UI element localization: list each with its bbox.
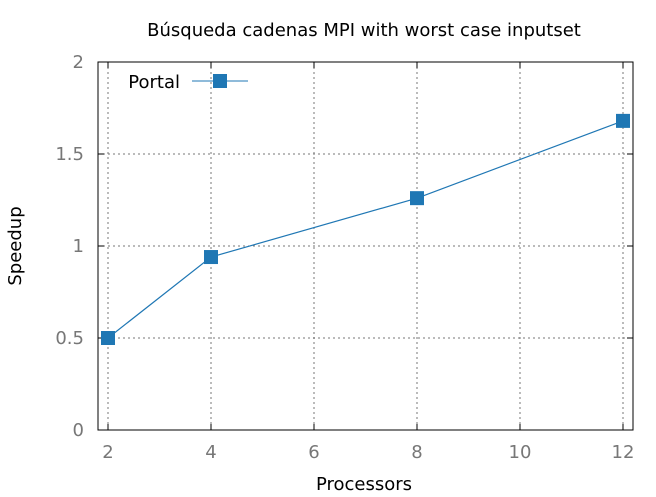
legend-label: Portal xyxy=(128,72,180,93)
x-axis-label: Processors xyxy=(316,474,412,495)
x-tick-label: 8 xyxy=(411,442,422,463)
y-tick-label: 0.5 xyxy=(55,328,84,349)
chart-title: Búsqueda cadenas MPI with worst case inp… xyxy=(147,20,581,41)
legend: Portal xyxy=(128,72,248,93)
y-tick-label: 1 xyxy=(73,236,84,257)
grid-layer xyxy=(98,61,633,431)
data-point-marker xyxy=(204,250,218,265)
y-tick-label: 2 xyxy=(73,52,84,73)
x-tick-label: 6 xyxy=(308,442,319,463)
series-layer xyxy=(101,113,630,345)
y-axis-label: Speedup xyxy=(5,206,26,285)
tick-layer: 2 4 6 8 10 12 0 0.5 1 1.5 2 xyxy=(55,52,634,463)
x-tick-label: 10 xyxy=(509,442,532,463)
data-point-marker xyxy=(101,331,115,345)
y-tick-label: 1.5 xyxy=(55,144,84,165)
legend-marker xyxy=(213,74,227,88)
x-tick-label: 4 xyxy=(205,442,216,463)
x-tick-label: 12 xyxy=(612,442,635,463)
data-point-marker xyxy=(616,113,630,128)
series-line xyxy=(107,120,624,339)
x-tick-label: 2 xyxy=(102,442,113,463)
y-tick-label: 0 xyxy=(73,420,84,441)
data-point-marker xyxy=(410,191,424,206)
